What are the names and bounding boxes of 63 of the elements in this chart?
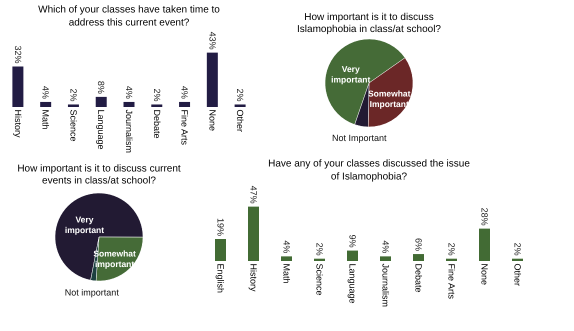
bar bbox=[96, 96, 107, 107]
x-tick-label: History bbox=[248, 264, 258, 292]
bar bbox=[124, 102, 134, 107]
bar bbox=[479, 228, 490, 261]
data-label: 4% bbox=[282, 240, 292, 254]
data-label: 2% bbox=[446, 242, 456, 256]
bar bbox=[179, 102, 190, 107]
pie-slice bbox=[54, 192, 144, 280]
bar bbox=[248, 206, 259, 261]
x-tick-label: Science bbox=[68, 110, 78, 142]
slice-label: Not important bbox=[64, 288, 120, 298]
chart-title: Have any of your classes discussed the issue of Islamophobia? bbox=[268, 158, 470, 183]
x-tick-label: Fine Arts bbox=[446, 264, 456, 300]
bar bbox=[206, 52, 218, 107]
x-tick-label: Science bbox=[314, 264, 324, 296]
data-label: 43% bbox=[207, 32, 218, 50]
chart-title: Which of your classes have taken time to address this current event? bbox=[38, 4, 220, 29]
bar bbox=[347, 250, 358, 261]
x-tick-label: Language bbox=[96, 110, 106, 150]
data-label: 8% bbox=[96, 80, 106, 94]
data-label: 4% bbox=[40, 86, 51, 99]
x-tick-label: Math bbox=[282, 264, 292, 284]
chart-title: How important is it to discuss Islamophobia in class/at school? bbox=[297, 12, 442, 35]
slice-label: Very important bbox=[331, 64, 370, 85]
x-tick-label: Debate bbox=[152, 110, 162, 139]
x-tick-label: Other bbox=[512, 264, 522, 286]
bar bbox=[281, 256, 292, 261]
data-label: 32% bbox=[12, 46, 23, 64]
x-tick-label: Other bbox=[235, 110, 246, 132]
data-label: 2% bbox=[512, 242, 522, 256]
slice-label: Very important bbox=[64, 214, 104, 235]
bar bbox=[151, 104, 162, 107]
data-label: 2% bbox=[68, 88, 78, 102]
bar bbox=[68, 104, 79, 107]
data-label: 4% bbox=[124, 86, 134, 99]
slice-label: Not Important bbox=[332, 133, 388, 144]
data-label: 19% bbox=[216, 218, 226, 236]
x-tick-label: Language bbox=[348, 264, 358, 304]
data-label: 2% bbox=[152, 88, 162, 102]
x-tick-label: None bbox=[480, 264, 490, 286]
bar bbox=[234, 104, 246, 107]
data-label: 47% bbox=[248, 186, 258, 204]
x-tick-label: Journalism bbox=[380, 264, 390, 308]
data-label: 4% bbox=[180, 86, 190, 99]
data-label: 28% bbox=[480, 208, 490, 226]
data-label: 2% bbox=[235, 88, 246, 102]
bar bbox=[380, 256, 391, 261]
x-tick-label: History bbox=[12, 110, 23, 138]
x-tick-label: Journalism bbox=[124, 110, 134, 154]
data-label: 9% bbox=[348, 234, 358, 248]
x-tick-label: None bbox=[207, 110, 218, 132]
data-label: 4% bbox=[380, 240, 390, 254]
data-label: 6% bbox=[414, 238, 424, 252]
chart-title: How important is it to discuss current events in class/at school? bbox=[17, 164, 181, 187]
bar bbox=[215, 239, 226, 261]
bar bbox=[40, 102, 52, 107]
x-tick-label: English bbox=[216, 264, 226, 294]
data-label: 2% bbox=[314, 242, 324, 256]
x-tick-label: Math bbox=[40, 110, 51, 130]
x-tick-label: Fine Arts bbox=[180, 110, 190, 146]
bar bbox=[12, 66, 24, 107]
bar bbox=[413, 254, 424, 261]
x-tick-label: Debate bbox=[414, 264, 424, 293]
